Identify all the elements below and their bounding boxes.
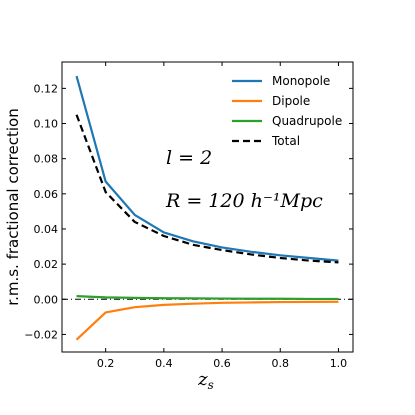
x-tick-label: 0.6 xyxy=(213,357,231,370)
series-line-monopole xyxy=(75,75,339,262)
annotation-l: l = 2 xyxy=(166,147,212,169)
legend-label-quadrupole: Quadrupole xyxy=(272,114,342,128)
series-line-quadrupole xyxy=(76,295,339,301)
x-tick-label: 0.2 xyxy=(97,357,115,370)
x-axis-label-main: z xyxy=(197,369,208,390)
legend-label-dipole: Dipole xyxy=(272,94,310,108)
x-tick-label: 0.4 xyxy=(155,357,173,370)
plot-frame xyxy=(61,61,354,353)
legend-label-monopole: Monopole xyxy=(272,74,330,88)
annotation-r: R = 120 h⁻¹Mpc xyxy=(165,190,323,212)
y-tick-label: 0.08 xyxy=(34,153,59,166)
x-axis-label-subscript: s xyxy=(208,378,214,392)
y-tick-label: 0.06 xyxy=(34,188,59,201)
series-line-total xyxy=(75,114,339,264)
y-axis-label: r.m.s. fractional correction xyxy=(4,108,22,305)
y-tick-label: 0.00 xyxy=(34,293,59,306)
series-line-dipole xyxy=(75,300,339,341)
y-tick-label: 0.04 xyxy=(34,223,59,236)
x-tick-label: 0.8 xyxy=(272,357,290,370)
x-axis-label: zs xyxy=(197,369,214,392)
y-tick-label: 0.02 xyxy=(34,258,59,271)
x-tick-label: 1.0 xyxy=(330,357,348,370)
y-tick-label: 0.12 xyxy=(34,82,59,95)
legend-label-total: Total xyxy=(271,134,300,148)
y-tick-label: 0.10 xyxy=(34,118,59,131)
y-tick-label: −0.02 xyxy=(24,328,58,341)
